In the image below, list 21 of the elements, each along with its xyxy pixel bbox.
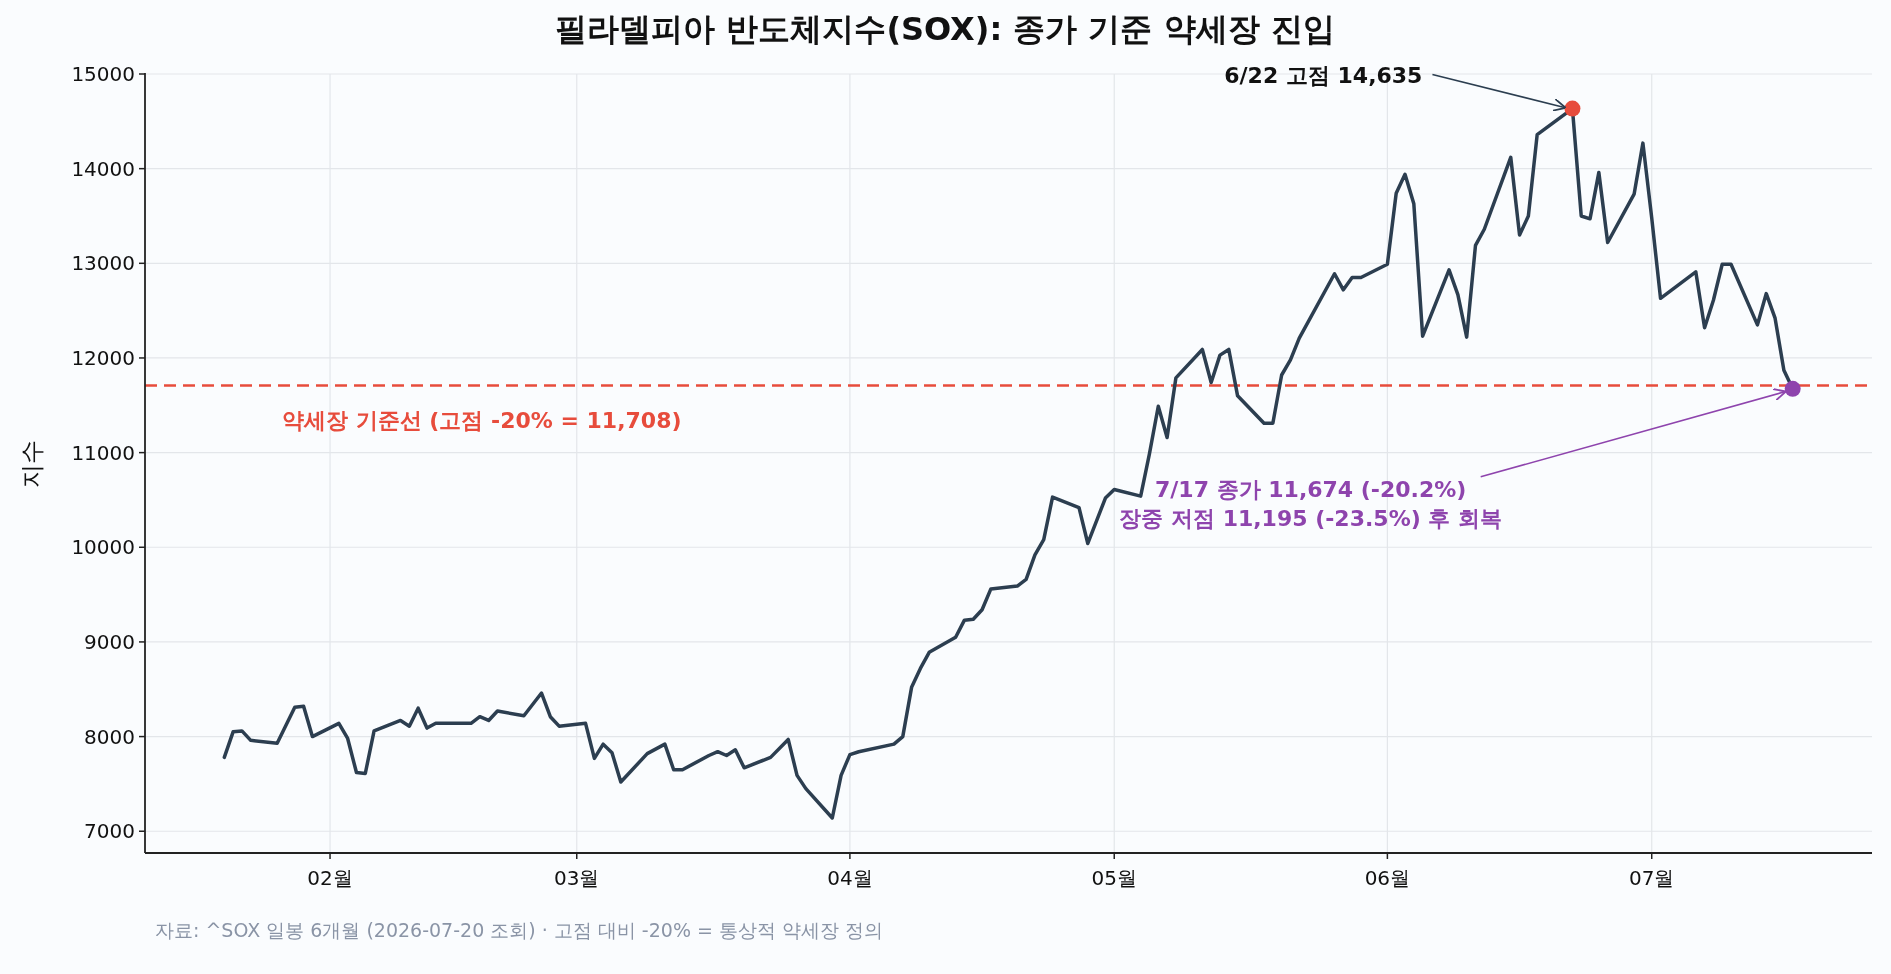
x-tick-label: 06월	[1364, 866, 1411, 890]
x-tick-label: 05월	[1091, 866, 1137, 890]
y-tick-label: 14000	[71, 156, 135, 181]
y-tick-label: 8000	[84, 724, 135, 749]
annotation: 7/17 종가 11,674 (-20.2%) 장중 저점 11,195 (-23.5%) 후 회복	[1119, 476, 1503, 531]
y-tick-label: 9000	[84, 629, 135, 654]
y-axis-title: 지수	[18, 439, 46, 488]
x-tick-label: 04월	[827, 866, 873, 890]
y-tick-label: 15000	[71, 62, 135, 86]
y-tick-label: 7000	[84, 819, 135, 844]
y-tick-label: 11000	[71, 440, 135, 465]
ref-line-label: 약세장 기준선 (고점 -20% = 11,708)	[282, 407, 682, 433]
chart-title: 필라델피아 반도체지수(SOX): 종가 기준 약세장 진입	[555, 10, 1335, 48]
x-tick-label: 02월	[307, 866, 353, 890]
x-tick-label: 03월	[554, 866, 600, 890]
x-tick-label: 07월	[1628, 866, 1675, 890]
y-tick-label: 10000	[71, 535, 135, 560]
y-tick-label: 12000	[71, 345, 135, 370]
text: 자료: ^SOX 일봉 6개월 (2026-07-20 조회) · 고점 대비 -20% = 통상적 약세장 정의	[155, 919, 884, 941]
annotation: 6/22 고점 14,635	[1224, 62, 1423, 88]
y-tick-label: 13000	[71, 251, 135, 276]
